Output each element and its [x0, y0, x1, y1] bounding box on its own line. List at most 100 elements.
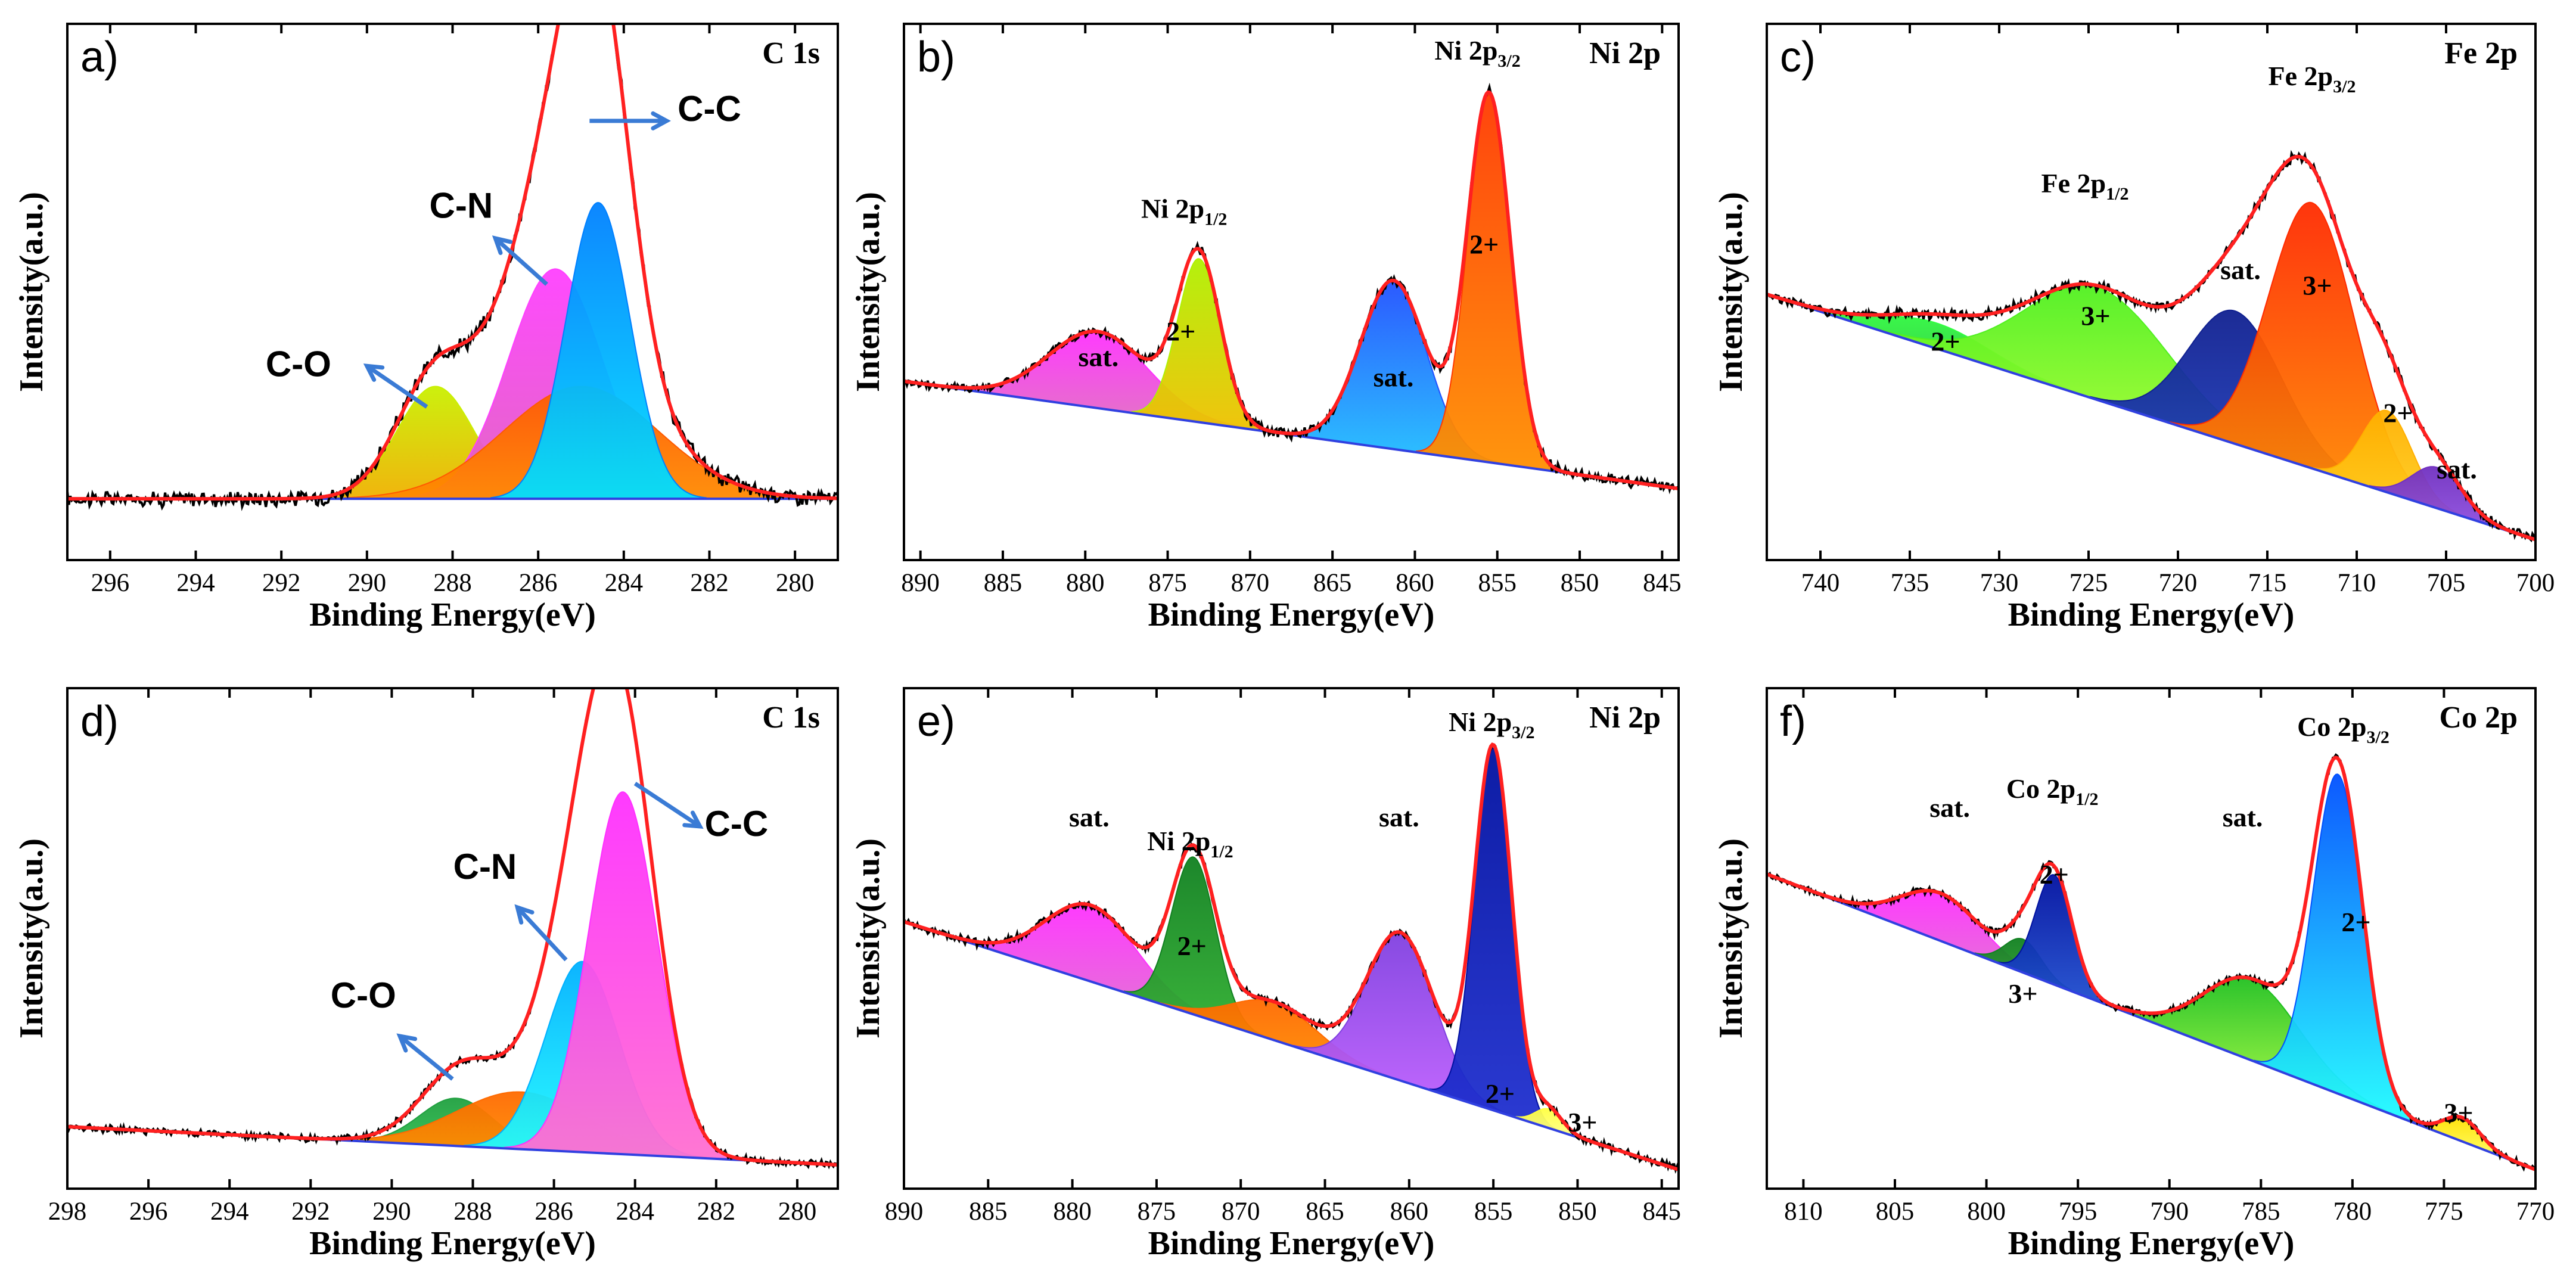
panel-letter: f) — [1780, 698, 1806, 745]
peak-label: Co 2p1/2 — [2006, 773, 2099, 809]
x-axis-label: Binding Energy(eV) — [2008, 596, 2295, 633]
fitted-envelope — [1767, 154, 2535, 542]
x-axis-label: Binding Energy(eV) — [2008, 1225, 2295, 1262]
x-tick-label: 296 — [129, 1198, 168, 1226]
x-tick-label: 780 — [2333, 1198, 2372, 1226]
peak-label: C-O — [331, 975, 396, 1015]
x-tick-label: 850 — [1561, 569, 1599, 597]
y-axis-label: Intensity(a.u.) — [1713, 838, 1750, 1039]
x-tick-label: 890 — [885, 1198, 924, 1226]
peak-label: sat. — [2220, 255, 2261, 285]
peak-label: C-N — [453, 847, 517, 887]
x-axis-label: Binding Energy(eV) — [1148, 596, 1435, 633]
background-line — [1767, 873, 2535, 1171]
peak-label: Ni 2p3/2 — [1449, 707, 1534, 742]
panel-title: Ni 2p — [1589, 701, 1661, 735]
x-tick-label: 875 — [1148, 569, 1187, 597]
plot-area — [904, 82, 1679, 495]
peak-label: sat. — [1079, 341, 1119, 372]
x-tick-label: 810 — [1784, 1198, 1823, 1226]
panel-letter: d) — [80, 698, 119, 745]
plot-area — [67, 24, 838, 511]
panel-title: Fe 2p — [2444, 36, 2518, 70]
x-tick-label: 288 — [453, 1198, 492, 1226]
peak-label: Co 2p3/2 — [2297, 711, 2389, 747]
x-tick-label: 296 — [91, 569, 130, 597]
x-tick-label: 785 — [2242, 1198, 2280, 1226]
x-tick-label: 775 — [2425, 1198, 2463, 1226]
panel-b: sat. Ni 2p1/2 2+ sat. Ni 2p3/2 2+ 890 885 880 875… — [850, 23, 1682, 633]
panel-title: C 1s — [762, 36, 820, 70]
panel-letter: e) — [917, 698, 955, 745]
x-tick-label: 865 — [1313, 569, 1352, 597]
fitted-envelope — [67, 688, 838, 1167]
plot-frame — [1766, 23, 2537, 561]
x-tick-label: 725 — [2069, 569, 2108, 597]
x-tick-label: 805 — [1876, 1198, 1915, 1226]
peak-label: Ni 2p1/2 — [1147, 826, 1233, 862]
panel-title: Co 2p — [2440, 701, 2518, 735]
peak-label: C-O — [266, 344, 331, 384]
x-tick-label: 720 — [2159, 569, 2198, 597]
x-tick-label: 288 — [433, 569, 472, 597]
fitted-envelope — [904, 90, 1679, 490]
x-tick-label: 294 — [176, 569, 215, 597]
x-tick-label: 800 — [1967, 1198, 2006, 1226]
x-axis-label: Binding Energy(eV) — [1148, 1225, 1435, 1262]
peak-label: 2+ — [2040, 859, 2069, 890]
x-tick-label: 870 — [1231, 569, 1270, 597]
x-tick-label: 284 — [616, 1198, 654, 1226]
x-tick-label: 298 — [48, 1198, 87, 1226]
x-tick-label: 875 — [1138, 1198, 1176, 1226]
x-tick-label: 885 — [969, 1198, 1008, 1226]
x-tick-label: 286 — [519, 569, 558, 597]
x-tick-label: 740 — [1801, 569, 1840, 597]
peak-label: Ni 2p3/2 — [1434, 35, 1520, 71]
peak-label: C-C — [678, 89, 741, 129]
x-tick-label: 710 — [2338, 569, 2376, 597]
x-tick-label: 845 — [1642, 1198, 1681, 1226]
plot-frame — [903, 687, 1680, 1190]
x-tick-label: 860 — [1396, 569, 1434, 597]
peak-label: 3+ — [1568, 1107, 1597, 1137]
peak-label: Fe 2p3/2 — [2269, 61, 2356, 97]
annotation-arrow — [589, 111, 671, 130]
panel-a: C-O C-N C-C 296 294 292 290 288 286 284 282 280 Bind… — [13, 23, 839, 633]
plot-area — [67, 688, 838, 1170]
y-axis-label: Intensity(a.u.) — [1713, 192, 1750, 392]
fitted-envelope — [904, 742, 1679, 1171]
y-axis-label: Intensity(a.u.) — [850, 192, 887, 392]
x-tick-label: 730 — [1980, 569, 2019, 597]
panel-title: Ni 2p — [1589, 36, 1661, 70]
peak-label: 2+ — [2383, 398, 2412, 428]
x-tick-label: 795 — [2059, 1198, 2098, 1226]
plot-area — [1767, 150, 2535, 543]
background-line — [904, 921, 1679, 1171]
x-axis-label: Binding Energy(eV) — [309, 1225, 596, 1262]
peak-label: Fe 2p1/2 — [2041, 168, 2129, 204]
x-tick-label: 715 — [2248, 569, 2287, 597]
panel-c: Fe 2p1/2 Fe 2p3/2 2+ 3+ sat. 3+ 2+ sat. 740 735 73… — [1713, 23, 2555, 633]
raw-spectrum — [904, 82, 1679, 495]
x-tick-label: 280 — [776, 569, 815, 597]
x-tick-label: 292 — [291, 1198, 330, 1226]
annotation-arrow — [363, 363, 428, 409]
peak-label: 2+ — [1486, 1078, 1515, 1109]
panel-f: sat. Co 2p1/2 2+ 3+ sat. Co 2p3/2 2+ 3+ 810 805 80… — [1713, 687, 2555, 1262]
annotation-arrow — [396, 1033, 454, 1081]
x-tick-label: 855 — [1474, 1198, 1513, 1226]
x-tick-label: 850 — [1558, 1198, 1597, 1226]
annotation-arrow — [633, 782, 704, 829]
component-peak — [2254, 773, 2422, 1127]
panel-e: sat. Ni 2p1/2 2+ sat. Ni 2p3/2 2+ 3+ 890 885 880 8… — [850, 687, 1681, 1262]
peak-label: 3+ — [2302, 270, 2332, 300]
peak-label: 2+ — [1469, 229, 1499, 260]
plot-frame — [1766, 687, 2537, 1190]
x-tick-label: 855 — [1478, 569, 1517, 597]
x-tick-label: 292 — [262, 569, 301, 597]
component-peak — [490, 201, 707, 500]
peak-label: 3+ — [2444, 1098, 2473, 1128]
x-tick-label: 282 — [690, 569, 729, 597]
y-axis-label: Intensity(a.u.) — [13, 192, 50, 392]
